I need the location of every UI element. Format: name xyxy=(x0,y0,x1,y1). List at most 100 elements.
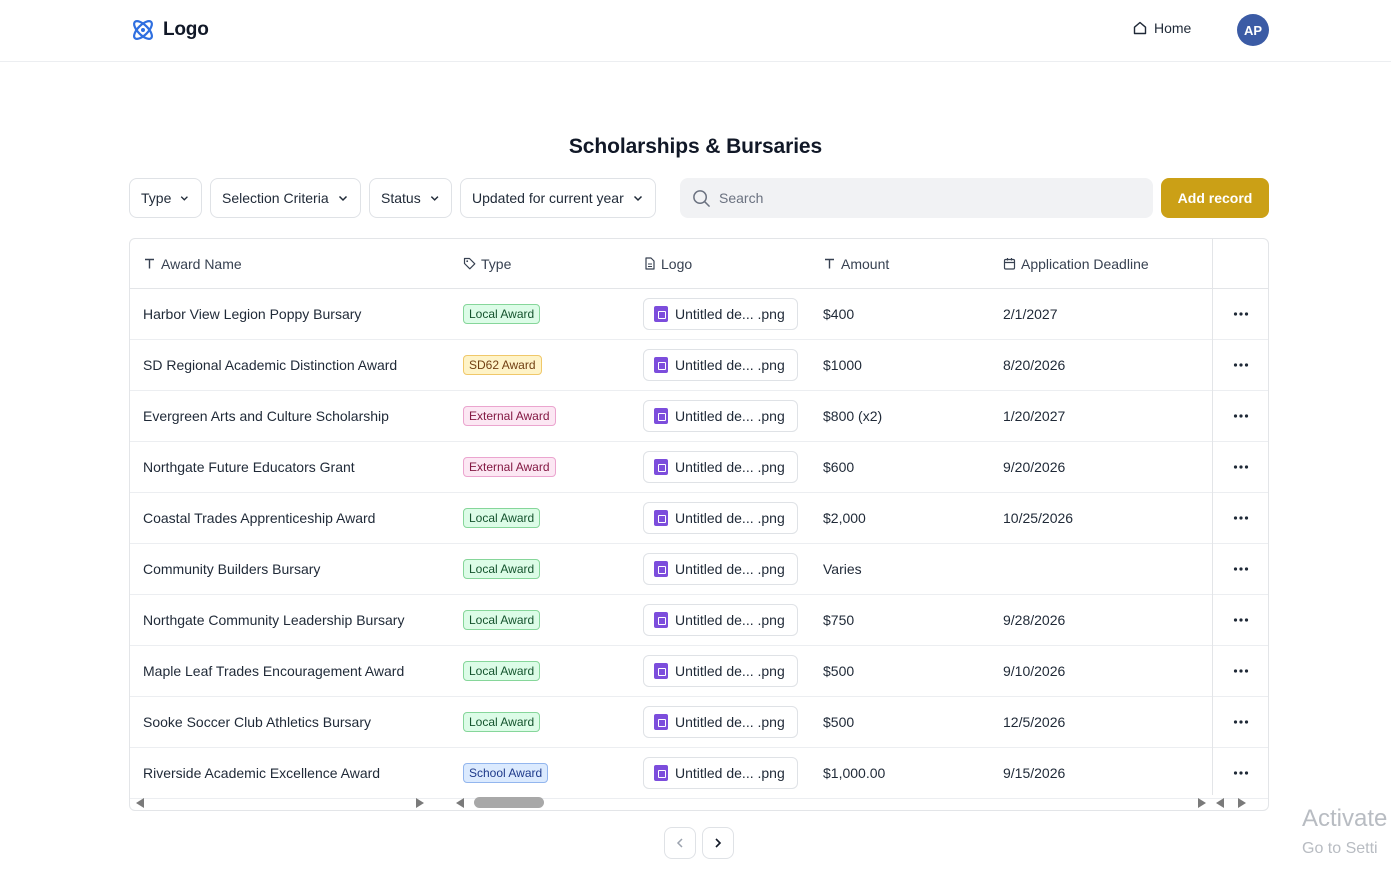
award-name-cell[interactable]: Sooke Soccer Club Athletics Bursary xyxy=(143,697,371,747)
home-nav-link[interactable]: Home xyxy=(1132,20,1191,36)
amount-cell[interactable]: $1000 xyxy=(823,340,862,390)
award-name-cell[interactable]: SD Regional Academic Distinction Award xyxy=(143,340,397,390)
amount-cell[interactable]: $800 (x2) xyxy=(823,391,882,441)
table-row[interactable]: Coastal Trades Apprenticeship Award Local… xyxy=(130,493,1268,544)
search-box[interactable] xyxy=(680,178,1153,218)
award-name-cell[interactable]: Northgate Future Educators Grant xyxy=(143,442,355,492)
logo-cell[interactable]: Untitled de... .png xyxy=(643,493,798,543)
amount-cell[interactable]: $400 xyxy=(823,289,854,339)
logo-file-chip[interactable]: Untitled de... .png xyxy=(643,400,798,432)
type-cell[interactable]: Local Award xyxy=(463,646,541,696)
logo-cell[interactable]: Untitled de... .png xyxy=(643,697,798,747)
row-actions-button[interactable] xyxy=(1220,442,1262,492)
deadline-cell[interactable]: 9/20/2026 xyxy=(1003,442,1065,492)
logo-file-chip[interactable]: Untitled de... .png xyxy=(643,451,798,483)
type-cell[interactable]: External Award xyxy=(463,391,556,441)
deadline-cell[interactable]: 9/10/2026 xyxy=(1003,646,1065,696)
logo-file-chip[interactable]: Untitled de... .png xyxy=(643,502,798,534)
type-cell[interactable]: Local Award xyxy=(463,697,541,747)
logo-file-chip[interactable]: Untitled de... .png xyxy=(643,655,798,687)
deadline-cell[interactable]: 10/25/2026 xyxy=(1003,493,1073,543)
logo-cell[interactable]: Untitled de... .png xyxy=(643,646,798,696)
type-cell[interactable]: Local Award xyxy=(463,544,541,594)
scroll-left-arrow-icon[interactable] xyxy=(136,798,144,808)
logo-file-chip[interactable]: Untitled de... .png xyxy=(643,298,798,330)
deadline-cell[interactable]: 2/1/2027 xyxy=(1003,289,1058,339)
column-header-award-name[interactable]: Award Name xyxy=(143,239,242,288)
row-actions-button[interactable] xyxy=(1220,646,1262,696)
type-cell[interactable]: School Award xyxy=(463,748,549,798)
logo-cell[interactable]: Untitled de... .png xyxy=(643,391,798,441)
logo-cell[interactable]: Untitled de... .png xyxy=(643,544,798,594)
column-header-amount[interactable]: Amount xyxy=(823,239,889,288)
amount-cell[interactable]: Varies xyxy=(823,544,862,594)
logo-cell[interactable]: Untitled de... .png xyxy=(643,442,798,492)
column-header-application-deadline[interactable]: Application Deadline xyxy=(1003,239,1149,288)
row-actions-button[interactable] xyxy=(1220,340,1262,390)
previous-page-button[interactable] xyxy=(664,827,696,859)
table-row[interactable]: Sooke Soccer Club Athletics Bursary Local… xyxy=(130,697,1268,748)
horizontal-scrollbar[interactable] xyxy=(130,795,1268,810)
table-row[interactable]: Riverside Academic Excellence Award Schoo… xyxy=(130,748,1268,799)
deadline-cell[interactable]: 9/15/2026 xyxy=(1003,748,1065,798)
award-name-cell[interactable]: Maple Leaf Trades Encouragement Award xyxy=(143,646,404,696)
row-actions-button[interactable] xyxy=(1220,544,1262,594)
table-row[interactable]: Northgate Community Leadership Bursary Lo… xyxy=(130,595,1268,646)
scrollbar-thumb[interactable] xyxy=(474,797,544,808)
award-name-cell[interactable]: Harbor View Legion Poppy Bursary xyxy=(143,289,361,339)
filter-updated-current-year-dropdown[interactable]: Updated for current year xyxy=(460,178,656,218)
scroll-right-arrow-icon[interactable] xyxy=(416,798,424,808)
table-row[interactable]: Evergreen Arts and Culture Scholarship Ex… xyxy=(130,391,1268,442)
table-row[interactable]: Community Builders Bursary Local Award Unt… xyxy=(130,544,1268,595)
user-avatar[interactable]: AP xyxy=(1237,14,1269,46)
logo-file-chip[interactable]: Untitled de... .png xyxy=(643,553,798,585)
table-row[interactable]: SD Regional Academic Distinction Award SD… xyxy=(130,340,1268,391)
scroll-left-arrow-icon[interactable] xyxy=(1216,798,1224,808)
type-cell[interactable]: Local Award xyxy=(463,493,541,543)
logo-file-chip[interactable]: Untitled de... .png xyxy=(643,349,798,381)
amount-cell[interactable]: $500 xyxy=(823,697,854,747)
column-header-type[interactable]: Type xyxy=(463,239,511,288)
column-header-logo[interactable]: Logo xyxy=(643,239,692,288)
type-cell[interactable]: External Award xyxy=(463,442,556,492)
award-name-cell[interactable]: Evergreen Arts and Culture Scholarship xyxy=(143,391,389,441)
award-name-cell[interactable]: Northgate Community Leadership Bursary xyxy=(143,595,404,645)
filter-selection-criteria-dropdown[interactable]: Selection Criteria xyxy=(210,178,361,218)
row-actions-button[interactable] xyxy=(1220,391,1262,441)
amount-cell[interactable]: $600 xyxy=(823,442,854,492)
type-cell[interactable]: SD62 Award xyxy=(463,340,542,390)
table-row[interactable]: Northgate Future Educators Grant External… xyxy=(130,442,1268,493)
type-cell[interactable]: Local Award xyxy=(463,289,541,339)
filter-type-dropdown[interactable]: Type xyxy=(129,178,202,218)
logo-cell[interactable]: Untitled de... .png xyxy=(643,289,798,339)
scroll-right-arrow-icon[interactable] xyxy=(1238,798,1246,808)
table-row[interactable]: Maple Leaf Trades Encouragement Award Loc… xyxy=(130,646,1268,697)
row-actions-button[interactable] xyxy=(1220,493,1262,543)
award-name-cell[interactable]: Coastal Trades Apprenticeship Award xyxy=(143,493,375,543)
row-actions-button[interactable] xyxy=(1220,697,1262,747)
row-actions-button[interactable] xyxy=(1220,289,1262,339)
deadline-cell[interactable]: 9/28/2026 xyxy=(1003,595,1065,645)
logo-file-chip[interactable]: Untitled de... .png xyxy=(643,604,798,636)
amount-cell[interactable]: $500 xyxy=(823,646,854,696)
row-actions-button[interactable] xyxy=(1220,748,1262,798)
amount-cell[interactable]: $750 xyxy=(823,595,854,645)
logo-cell[interactable]: Untitled de... .png xyxy=(643,748,798,798)
deadline-cell[interactable]: 8/20/2026 xyxy=(1003,340,1065,390)
next-page-button[interactable] xyxy=(702,827,734,859)
scroll-left-arrow-icon[interactable] xyxy=(456,798,464,808)
table-row[interactable]: Harbor View Legion Poppy Bursary Local Aw… xyxy=(130,289,1268,340)
brand-logo[interactable]: Logo xyxy=(130,16,209,44)
row-actions-button[interactable] xyxy=(1220,595,1262,645)
add-record-button[interactable]: Add record xyxy=(1161,178,1269,218)
logo-file-chip[interactable]: Untitled de... .png xyxy=(643,706,798,738)
type-cell[interactable]: Local Award xyxy=(463,595,541,645)
logo-cell[interactable]: Untitled de... .png xyxy=(643,595,798,645)
logo-file-chip[interactable]: Untitled de... .png xyxy=(643,757,798,789)
amount-cell[interactable]: $1,000.00 xyxy=(823,748,885,798)
filter-status-dropdown[interactable]: Status xyxy=(369,178,452,218)
search-input[interactable] xyxy=(719,190,1119,206)
amount-cell[interactable]: $2,000 xyxy=(823,493,866,543)
deadline-cell[interactable]: 1/20/2027 xyxy=(1003,391,1065,441)
award-name-cell[interactable]: Riverside Academic Excellence Award xyxy=(143,748,380,798)
